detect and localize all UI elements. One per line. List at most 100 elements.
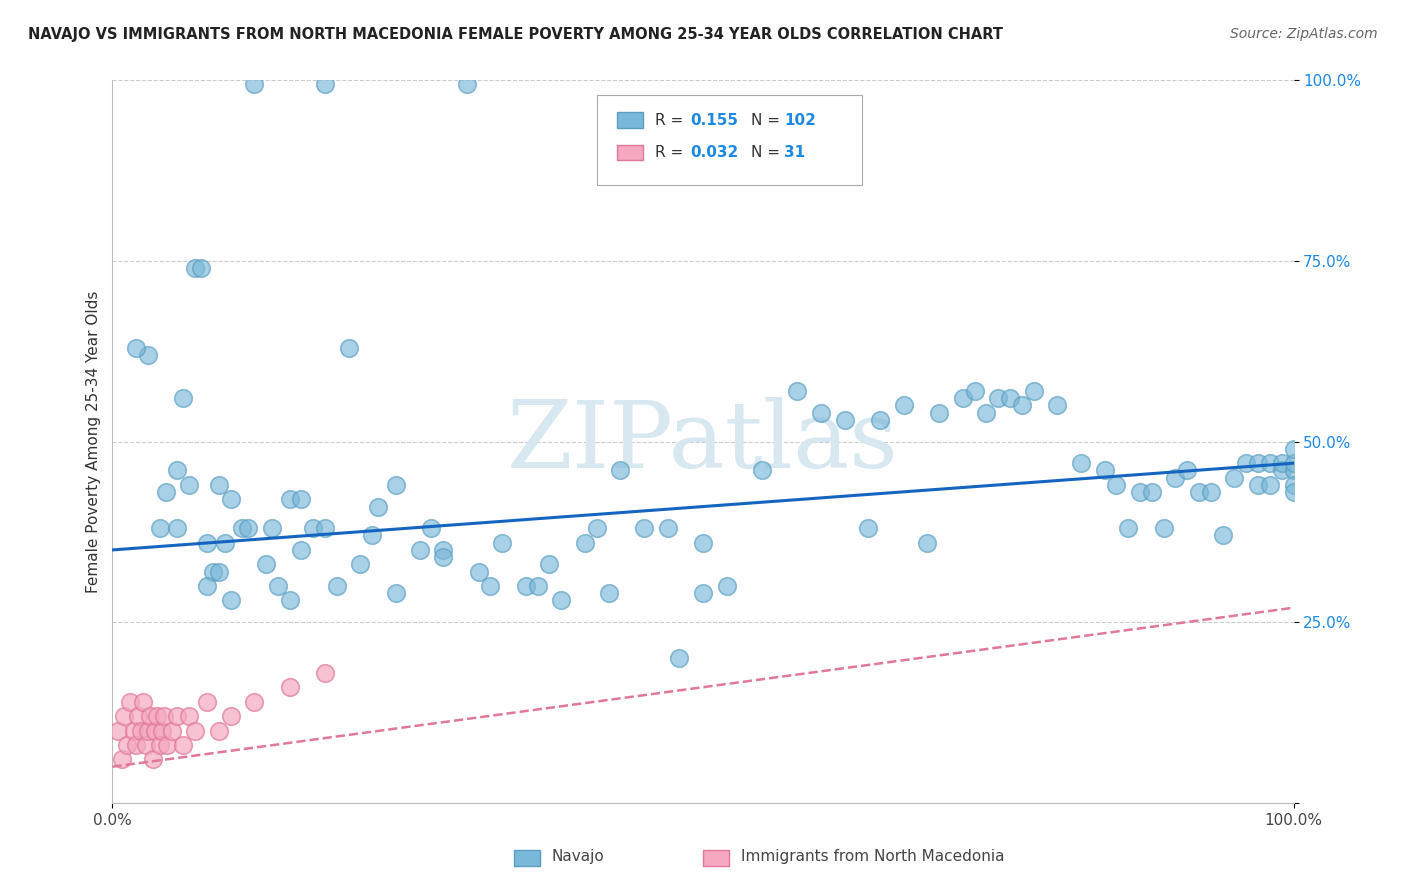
Point [893,398,915,412]
Point [132,695,155,709]
Point [129,723,152,738]
Point [1271,456,1294,470]
Point [491,535,513,549]
Point [515,579,537,593]
Text: ZIPatlas: ZIPatlas [508,397,898,486]
Point [314,77,336,91]
Point [290,542,312,557]
Point [657,521,679,535]
Text: 0.155: 0.155 [690,112,738,128]
Point [219,709,242,723]
Point [420,521,443,535]
Point [976,406,998,420]
Point [1271,463,1294,477]
Point [1234,456,1257,470]
Point [526,579,548,593]
Point [143,723,166,738]
Point [139,709,162,723]
FancyBboxPatch shape [617,145,643,161]
Point [1223,470,1246,484]
Point [153,709,176,723]
Point [574,535,596,549]
Point [172,391,194,405]
Point [456,77,478,91]
Point [179,478,201,492]
Point [238,521,260,535]
Point [179,709,201,723]
Point [1175,463,1198,477]
Point [1258,456,1281,470]
Point [810,406,832,420]
Point [1247,456,1270,470]
Point [107,723,129,738]
FancyBboxPatch shape [617,112,643,128]
Point [142,752,165,766]
Point [834,413,856,427]
Text: N =: N = [751,112,786,128]
Point [751,463,773,477]
Point [190,261,212,276]
Point [385,586,408,600]
Point [172,738,194,752]
Point [1070,456,1092,470]
Point [1046,398,1069,412]
Point [214,535,236,549]
Text: Immigrants from North Macedonia: Immigrants from North Macedonia [741,849,1004,863]
Point [479,579,502,593]
Point [208,478,231,492]
FancyBboxPatch shape [596,95,862,185]
Point [231,521,253,535]
Text: Navajo: Navajo [551,849,605,863]
Point [538,558,561,572]
Point [987,391,1010,405]
Point [858,521,880,535]
Point [928,406,950,420]
Point [115,738,138,752]
Point [195,535,218,549]
Point [326,579,349,593]
Point [1282,463,1305,477]
Point [120,695,142,709]
Point [1116,521,1139,535]
Point [208,723,231,738]
Point [1282,485,1305,500]
Text: 102: 102 [785,112,817,128]
Point [692,535,714,549]
Point [278,680,301,694]
Point [1258,478,1281,492]
Text: R =: R = [655,145,688,160]
Point [149,738,172,752]
Point [432,550,454,565]
Point [367,500,389,514]
Point [1011,398,1033,412]
Point [195,579,218,593]
Point [146,709,169,723]
Point [260,521,283,535]
Point [361,528,384,542]
Point [1105,478,1128,492]
Text: 31: 31 [785,145,806,160]
Text: N =: N = [751,145,786,160]
Point [952,391,974,405]
Point [963,384,986,398]
Point [668,651,690,665]
Point [337,341,360,355]
Point [243,695,266,709]
Point [156,738,179,752]
Point [155,485,177,500]
Point [585,521,607,535]
Point [314,665,336,680]
Point [135,738,157,752]
Point [122,723,145,738]
Point [166,521,188,535]
Point [149,521,172,535]
Point [150,723,173,738]
Point [160,723,183,738]
Point [290,492,312,507]
Y-axis label: Female Poverty Among 25-34 Year Olds: Female Poverty Among 25-34 Year Olds [86,291,101,592]
Point [1282,442,1305,456]
Point [716,579,738,593]
Point [633,521,655,535]
Point [278,492,301,507]
Point [111,752,134,766]
